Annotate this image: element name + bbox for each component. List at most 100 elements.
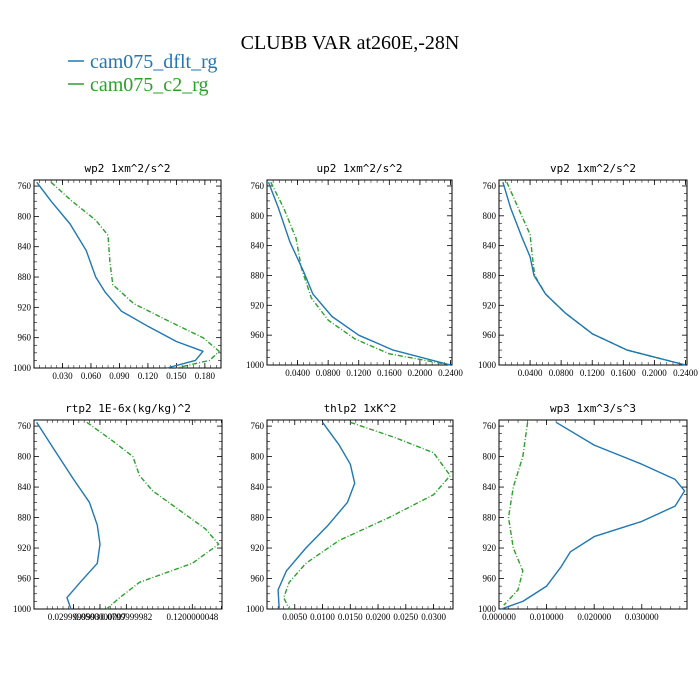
panels: wp2 1xm^2/s^2 760 800 840 880 920 960 1000 0.030… [13,162,698,622]
y-tick-label: 800 [483,452,497,462]
series-line-c2 [503,422,529,606]
y-tick-label: 800 [18,211,32,221]
x-tick-label: 0.0100 [310,612,335,622]
y-tick-label: 800 [483,211,497,221]
y-tick-label: 1000 [246,604,265,614]
y-tick-label: 880 [251,513,265,523]
y-tick-label: 960 [251,574,265,584]
series-line-dflt [36,421,101,610]
plot-frame [266,179,453,366]
legend-label-dflt: cam075_dflt_rg [90,51,217,73]
y-tick-label: 960 [18,333,32,343]
panel-1: wp2 1xm^2/s^2 760 800 840 880 920 960 1000 0.030… [13,162,222,381]
plot-frame [498,419,688,610]
plot-frame [498,179,688,366]
panel-4: rtp2 1E-6x(kg/kg)^2 760 800 840 880 920 960 100… [13,402,223,622]
x-tick-label: 0.0799999982 [100,612,152,622]
x-tick-label: 0.2000 [408,368,433,378]
y-tick-label: 840 [483,241,497,251]
y-tick-label: 920 [251,300,265,310]
x-tick-label: 0.0400 [518,368,543,378]
x-tick-label: 0.2400 [673,368,698,378]
y-tick-label: 760 [483,181,497,191]
x-tick-label: 0.0150 [338,612,363,622]
series-line-c2 [270,181,451,366]
x-tick-label: 0.0200 [366,612,391,622]
x-tick-label: 0.0299999993 [48,612,100,622]
x-tick-label: 0.0800 [549,368,574,378]
y-tick-label: 880 [483,513,497,523]
y-tick-label: 760 [483,421,497,431]
y-tick-label: 960 [483,330,497,340]
legend-label-c2: cam075_c2_rg [90,74,209,96]
x-tick-label: 0.020000 [577,612,611,622]
y-tick-label: 840 [483,482,497,492]
x-tick-label: 0.1200 [580,368,605,378]
x-tick-label: 0.0800 [316,368,341,378]
y-tick-label: 880 [18,513,32,523]
y-tick-label: 920 [18,302,32,312]
y-tick-label: 920 [251,543,265,553]
y-tick-label: 840 [18,482,32,492]
y-tick-label: 880 [251,270,265,280]
y-tick-label: 960 [18,574,32,584]
figure-title: CLUBB VAR at260E,-28N [241,32,460,54]
y-tick-label: 880 [483,270,497,280]
y-tick-label: 960 [483,574,497,584]
plot-frame [33,179,222,369]
x-tick-label: 0.0400 [285,368,310,378]
y-tick-label: 920 [483,300,497,310]
y-tick-label: 1000 [246,360,265,370]
x-tick-label: 0.1200 [346,368,371,378]
x-tick-label: 0.1600 [377,368,402,378]
y-tick-label: 920 [483,543,497,553]
series-line-dflt [502,181,686,366]
series-line-c2 [50,181,220,369]
x-tick-label: 0.030000 [625,612,659,622]
x-tick-label: 0.060 [81,371,102,381]
series-line-c2 [86,421,220,610]
x-tick-label: 0.030 [52,371,73,381]
plot-frame [33,419,223,610]
x-tick-label: 0.010000 [530,612,564,622]
x-tick-label: 0.0500000007 [74,612,126,622]
y-tick-label: 880 [18,272,32,282]
panel-title: thlp2 1xK^2 [324,402,397,415]
panel-2: up2 1xm^2/s^2 760 800 840 880 920 960 1000 0.040… [246,162,463,378]
plot-frame [266,419,454,610]
x-tick-label: 0.1200000048 [166,612,218,622]
series-line-dflt [267,181,451,366]
y-tick-label: 1000 [13,604,32,614]
x-tick-label: 0.2400 [438,368,463,378]
panel-title: vp2 1xm^2/s^2 [550,162,636,175]
panel-3: vp2 1xm^2/s^2 760 800 840 880 920 960 1000 0.040… [478,162,698,378]
legend: cam075_dflt_rg cam075_c2_rg [68,51,217,96]
panel-title: rtp2 1E-6x(kg/kg)^2 [65,402,191,415]
y-tick-label: 1000 [478,604,497,614]
x-tick-label: 0.0300 [421,612,446,622]
y-tick-label: 1000 [478,360,497,370]
x-tick-label: 0.120 [138,371,159,381]
panel-title: wp2 1xm^2/s^2 [84,162,170,175]
x-tick-label: 0.2000 [642,368,667,378]
panel-6: wp3 1xm^3/s^3 760 800 840 880 920 960 10000.000… [478,402,688,622]
x-tick-label: 0.090 [109,371,130,381]
y-tick-label: 760 [251,181,265,191]
x-tick-label: 0.0250 [393,612,418,622]
y-tick-label: 960 [251,330,265,340]
series-line-dflt [277,421,356,610]
x-tick-label: 0.150 [166,371,187,381]
y-tick-label: 920 [18,543,32,553]
x-tick-label: 0.1600 [611,368,636,378]
y-tick-label: 760 [18,421,32,431]
y-tick-label: 800 [251,211,265,221]
x-tick-label: 0.000000 [482,612,516,622]
series-line-dflt [36,181,204,369]
y-tick-label: 800 [18,452,32,462]
y-tick-label: 840 [18,242,32,252]
panel-title: up2 1xm^2/s^2 [316,162,402,175]
panel-title: wp3 1xm^3/s^3 [550,402,636,415]
series-line-c2 [283,421,451,610]
